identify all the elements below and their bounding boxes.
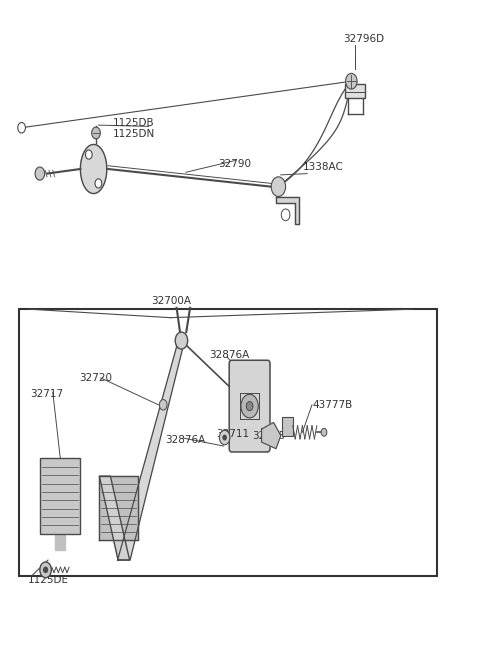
Bar <box>39 458 80 534</box>
Circle shape <box>246 402 253 411</box>
Circle shape <box>175 332 188 349</box>
Polygon shape <box>276 196 299 224</box>
Circle shape <box>40 562 51 578</box>
Circle shape <box>346 73 357 89</box>
Text: 32711: 32711 <box>216 428 249 439</box>
Text: 32876A: 32876A <box>209 350 249 360</box>
Text: 32796D: 32796D <box>343 34 384 45</box>
Bar <box>19 309 437 576</box>
Text: 32876A: 32876A <box>166 435 206 445</box>
Polygon shape <box>262 422 281 449</box>
Circle shape <box>223 435 227 440</box>
Text: 1125DE: 1125DE <box>28 574 69 585</box>
Polygon shape <box>118 341 184 560</box>
Polygon shape <box>81 145 107 193</box>
Text: 1125DN: 1125DN <box>113 129 155 140</box>
FancyBboxPatch shape <box>229 360 270 452</box>
Circle shape <box>159 400 167 410</box>
Circle shape <box>92 127 100 139</box>
Polygon shape <box>55 534 65 550</box>
Polygon shape <box>99 476 138 540</box>
Circle shape <box>95 179 102 188</box>
Polygon shape <box>99 476 130 560</box>
Circle shape <box>18 122 25 133</box>
Circle shape <box>35 167 45 180</box>
Text: 32720: 32720 <box>79 373 112 383</box>
Circle shape <box>241 394 258 418</box>
Circle shape <box>85 150 92 159</box>
Bar <box>282 417 293 436</box>
Text: 1338AC: 1338AC <box>302 162 343 172</box>
Circle shape <box>219 430 230 445</box>
Text: 32790: 32790 <box>218 159 252 169</box>
Text: 1125DB: 1125DB <box>113 118 155 128</box>
Text: 32700A: 32700A <box>151 296 191 307</box>
Text: 43777B: 43777B <box>312 400 352 410</box>
Text: 32725: 32725 <box>252 430 285 441</box>
Circle shape <box>281 209 290 221</box>
Bar <box>345 84 365 98</box>
Circle shape <box>271 177 286 196</box>
Circle shape <box>44 567 48 572</box>
Text: 32717: 32717 <box>30 389 63 400</box>
Circle shape <box>321 428 327 436</box>
